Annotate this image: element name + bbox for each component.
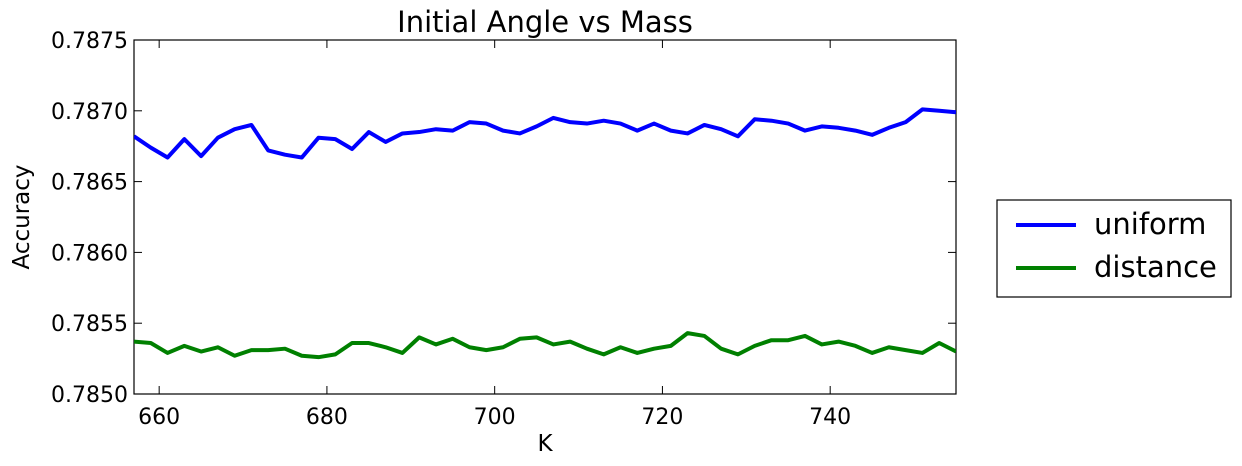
x-tick-label: 720 (641, 405, 683, 430)
y-tick-label: 0.7865 (51, 171, 128, 196)
series-layer (134, 107, 956, 360)
x-tick-label: 700 (474, 405, 516, 430)
legend: uniform distance (996, 199, 1232, 298)
legend-box (996, 199, 1232, 298)
y-axis-label: Accuracy (9, 164, 35, 269)
x-tick-label: 660 (138, 405, 180, 430)
legend-label-uniform: uniform (1094, 207, 1206, 241)
y-tick-label: 0.7855 (51, 312, 128, 337)
x-axis: 660 680 700 720 740 (138, 40, 851, 430)
y-tick-label: 0.7850 (51, 383, 128, 408)
y-tick-label: 0.7860 (51, 241, 128, 266)
y-tick-label: 0.7875 (51, 29, 128, 54)
series-line-distance (134, 331, 956, 360)
series-line-uniform (134, 107, 956, 160)
chart-title: Initial Angle vs Mass (397, 5, 693, 39)
legend-label-distance: distance (1094, 250, 1217, 284)
y-tick-label: 0.7870 (51, 100, 128, 125)
y-axis: 0.7850 0.7855 0.7860 0.7865 0.7870 0.7875 (51, 29, 956, 408)
x-tick-label: 680 (306, 405, 348, 430)
x-axis-label: K (537, 431, 553, 457)
x-tick-label: 740 (809, 405, 851, 430)
plot-area (133, 39, 957, 395)
